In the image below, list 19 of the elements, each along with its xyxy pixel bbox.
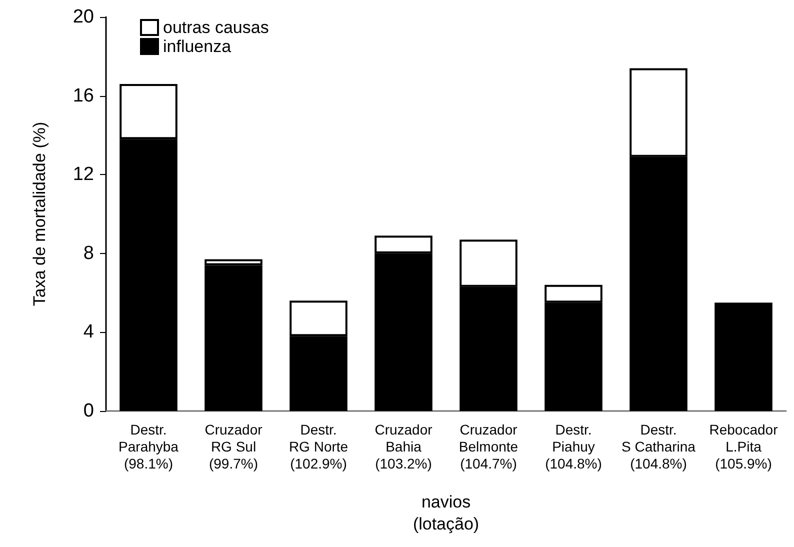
y-tick-label: 12 [72,164,94,186]
y-tick-label: 0 [83,400,94,422]
y-tick-label: 8 [83,242,94,264]
x-tick-label: Cruzador Bahia (103.2%) [374,422,433,472]
x-axis-title: navios (lotação) [412,492,480,534]
x-tick-label: Rebocador L.Pita (105.9%) [709,422,778,472]
bar [714,302,772,411]
x-tick-label: Destr. Parahyba (98.1%) [118,422,179,472]
y-tick-label: 20 [72,6,94,28]
x-tick-label: Destr. S Catharina (104.8%) [622,422,696,472]
x-tick-label: Cruzador RG Sul (99.7%) [204,422,263,472]
x-tick-label: Destr. RG Norte (102.9%) [288,422,348,472]
legend-label: outras causas [163,18,269,37]
y-axis-title: Taxa de mortalidade (%) [30,122,49,306]
y-tick-label: 16 [72,85,94,106]
y-tick-label: 4 [83,322,94,343]
legend-label: influenza [163,37,232,56]
x-tick-label: Cruzador Belmonte (104.7%) [458,422,518,472]
x-tick-label: Destr. Piahuy (104.8%) [545,422,602,472]
